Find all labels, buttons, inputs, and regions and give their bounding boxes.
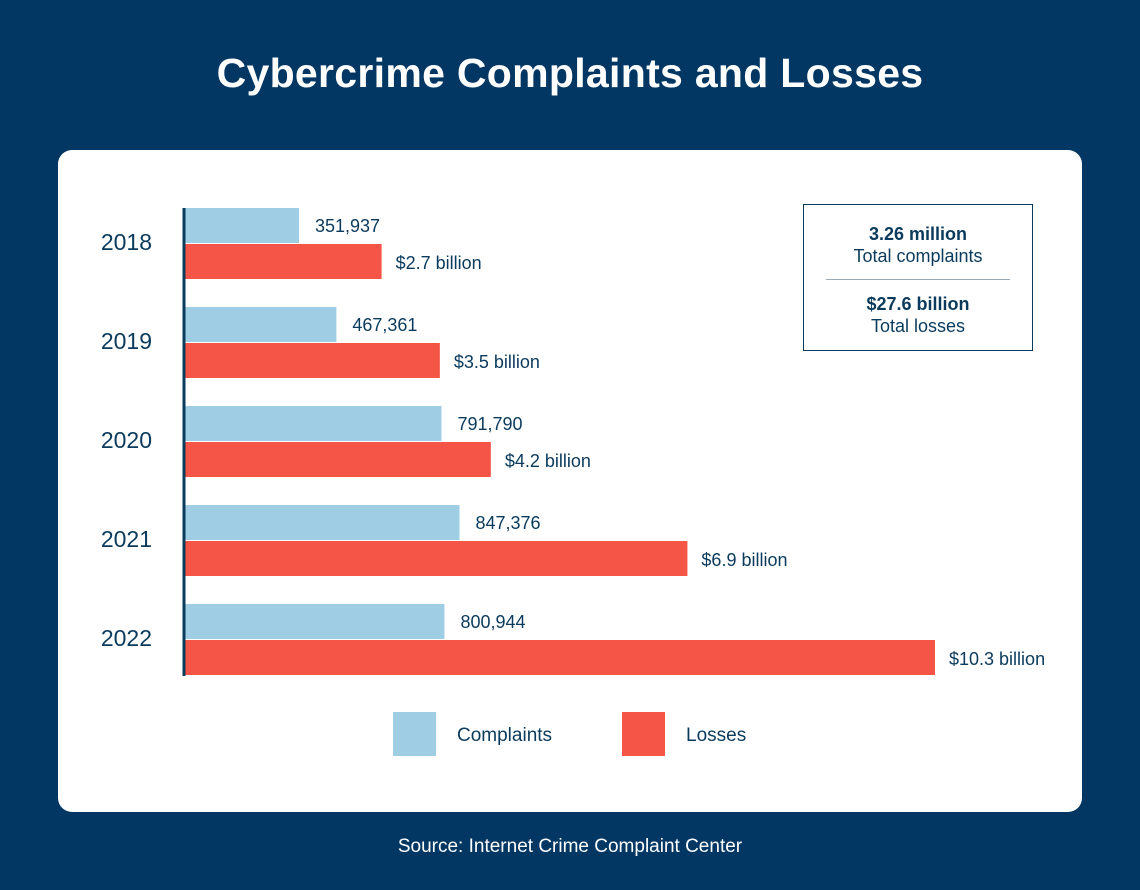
legend-swatch-complaints (393, 712, 436, 756)
complaints-value-label-2020: 791,790 (457, 414, 522, 434)
complaints-bar-2021 (185, 505, 460, 540)
year-label-2018: 2018 (101, 229, 152, 255)
chart-title: Cybercrime Complaints and Losses (216, 50, 924, 96)
year-label-2021: 2021 (101, 526, 152, 552)
year-label-2019: 2019 (101, 328, 152, 354)
complaints-value-label-2018: 351,937 (315, 216, 380, 236)
summary-box: 3.26 million Total complaints $27.6 bill… (803, 204, 1033, 351)
source-note: Source: Internet Crime Complaint Center (397, 836, 743, 857)
legend-swatch-losses (622, 712, 665, 756)
losses-value-label-2018: $2.7 billion (396, 253, 482, 273)
complaints-value-label-2019: 467,361 (352, 315, 417, 335)
losses-bar-2018 (185, 244, 382, 279)
total-complaints-label: Total complaints (853, 246, 983, 266)
complaints-bar-2018 (185, 208, 299, 243)
losses-value-label-2022: $10.3 billion (949, 649, 1045, 669)
legend-label-losses: Losses (686, 725, 746, 746)
complaints-value-label-2021: 847,376 (475, 513, 540, 533)
losses-value-label-2021: $6.9 billion (701, 550, 787, 570)
losses-bar-2020 (185, 442, 491, 477)
complaints-value-label-2022: 800,944 (460, 612, 525, 632)
losses-bar-2021 (185, 541, 688, 576)
legend-label-complaints: Complaints (457, 725, 552, 746)
complaints-bar-2020 (185, 406, 442, 441)
total-complaints-value: 3.26 million (868, 224, 968, 244)
losses-bar-2022 (185, 640, 935, 675)
year-label-2020: 2020 (101, 427, 152, 453)
complaints-bar-2022 (185, 604, 445, 639)
total-losses-label: Total losses (870, 316, 966, 336)
losses-value-label-2019: $3.5 billion (454, 352, 540, 372)
losses-value-label-2020: $4.2 billion (505, 451, 591, 471)
year-label-2022: 2022 (101, 625, 152, 651)
losses-bar-2019 (185, 343, 440, 378)
total-losses-value: $27.6 billion (866, 294, 970, 314)
complaints-bar-2019 (185, 307, 337, 342)
summary-divider (826, 279, 1010, 280)
